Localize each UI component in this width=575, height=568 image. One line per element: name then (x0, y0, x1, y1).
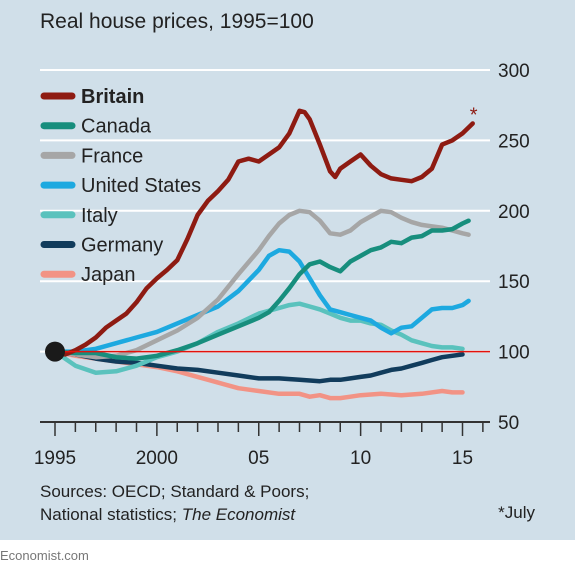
legend-label-canada: Canada (81, 116, 152, 138)
publisher-credit: Economist.com (0, 548, 89, 563)
y-tick-label-300: 300 (498, 61, 530, 82)
legend-label-britain: Britain (81, 86, 144, 108)
line-chart: 50 100 150 200 250 300 1995 2000 05 10 15 * Britain C… (34, 61, 530, 469)
sources-note: Sources: OECD; Standard & Poors; Nationa… (40, 480, 309, 526)
chart-subtitle: Real house prices, 1995=100 (40, 10, 314, 33)
annotation-asterisk: * (470, 105, 478, 127)
sources-line-1: Sources: OECD; Standard & Poors; (40, 482, 310, 501)
footnote: *July (498, 503, 535, 522)
legend-label-united-states: United States (81, 175, 201, 197)
y-tick-label-250: 250 (498, 131, 530, 152)
sources-line-2: National statistics; The Economist (40, 503, 309, 526)
series-line-france (52, 208, 471, 360)
series-line-united-states (52, 247, 471, 354)
base-year-marker (45, 341, 65, 362)
series-line-britain (52, 108, 475, 357)
sources-line-2-plain: National statistics; (40, 505, 182, 524)
y-tick-label-200: 200 (498, 202, 530, 223)
chart-panel: Real house prices, 1995=100 50 100 150 200 2… (0, 0, 575, 540)
series-line-canada (52, 218, 471, 361)
y-tick-label-50: 50 (498, 413, 519, 434)
x-tick-label-1995: 1995 (34, 448, 76, 469)
legend-label-italy: Italy (81, 205, 118, 227)
x-tick-label-2000: 2000 (136, 448, 178, 469)
legend-label-germany: Germany (81, 235, 163, 257)
x-tick-label-15: 15 (452, 448, 473, 469)
legend-label-japan: Japan (81, 264, 136, 286)
sources-line-2-italic: The Economist (181, 505, 296, 524)
x-tick-label-10: 10 (350, 448, 371, 469)
y-tick-label-150: 150 (498, 272, 530, 293)
x-tick-label-05: 05 (248, 448, 269, 469)
y-tick-label-100: 100 (498, 343, 530, 364)
legend-label-france: France (81, 145, 143, 167)
series-line-germany (52, 349, 465, 384)
